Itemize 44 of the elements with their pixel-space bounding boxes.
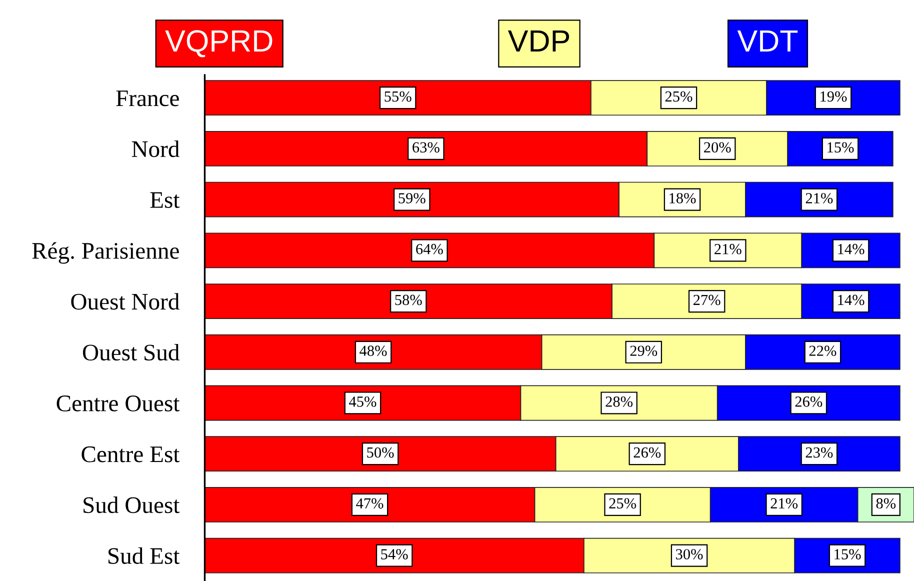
data-label: 14%	[838, 294, 864, 306]
y-tick-label: France	[116, 90, 179, 106]
data-label: 25%	[665, 91, 692, 102]
data-label: 50%	[367, 447, 394, 458]
data-label: 26%	[634, 447, 661, 458]
y-tick-label: Ouest Sud	[82, 344, 180, 361]
data-label: 47%	[356, 498, 384, 509]
y-tick-label: Centre Ouest	[56, 396, 180, 412]
data-label: 58%	[395, 294, 422, 306]
data-label: 21%	[714, 244, 742, 254]
data-label: 59%	[398, 193, 426, 204]
series-label: VDT	[737, 30, 798, 52]
data-label: 63%	[412, 142, 440, 153]
data-label: 8%	[876, 498, 896, 509]
data-label: 18%	[670, 193, 696, 204]
data-label: 48%	[360, 346, 387, 356]
y-tick-label: Rég. Parisienne	[32, 242, 179, 264]
data-label: 19%	[820, 91, 847, 102]
data-label: 26%	[795, 396, 822, 407]
data-label: 45%	[349, 396, 376, 407]
data-label: 55%	[384, 91, 412, 102]
y-tick-label: Centre Est	[82, 446, 180, 462]
data-label: 21%	[806, 193, 833, 204]
data-label: 15%	[828, 142, 854, 153]
data-label: 21%	[770, 498, 798, 509]
series-label: VDP	[508, 30, 570, 52]
data-label: 14%	[838, 244, 864, 254]
data-label: 27%	[694, 294, 720, 306]
data-label: 64%	[416, 244, 443, 254]
data-label: 15%	[834, 549, 861, 560]
data-label: 30%	[676, 549, 703, 560]
y-tick-label: Sud Est	[108, 547, 180, 564]
y-tick-label: Ouest Nord	[71, 293, 180, 310]
y-tick-label: Sud Ouest	[84, 496, 180, 514]
data-label: 22%	[809, 346, 836, 356]
y-tick-label: Nord	[132, 140, 180, 158]
data-label: 28%	[606, 396, 633, 407]
data-label: 25%	[609, 498, 636, 509]
data-label: 20%	[704, 142, 731, 153]
y-tick-label: Est	[150, 192, 180, 208]
data-label: 23%	[806, 447, 833, 458]
data-label: 29%	[630, 346, 658, 356]
data-label: 54%	[381, 549, 408, 560]
series-label: VQPRD	[165, 30, 272, 58]
